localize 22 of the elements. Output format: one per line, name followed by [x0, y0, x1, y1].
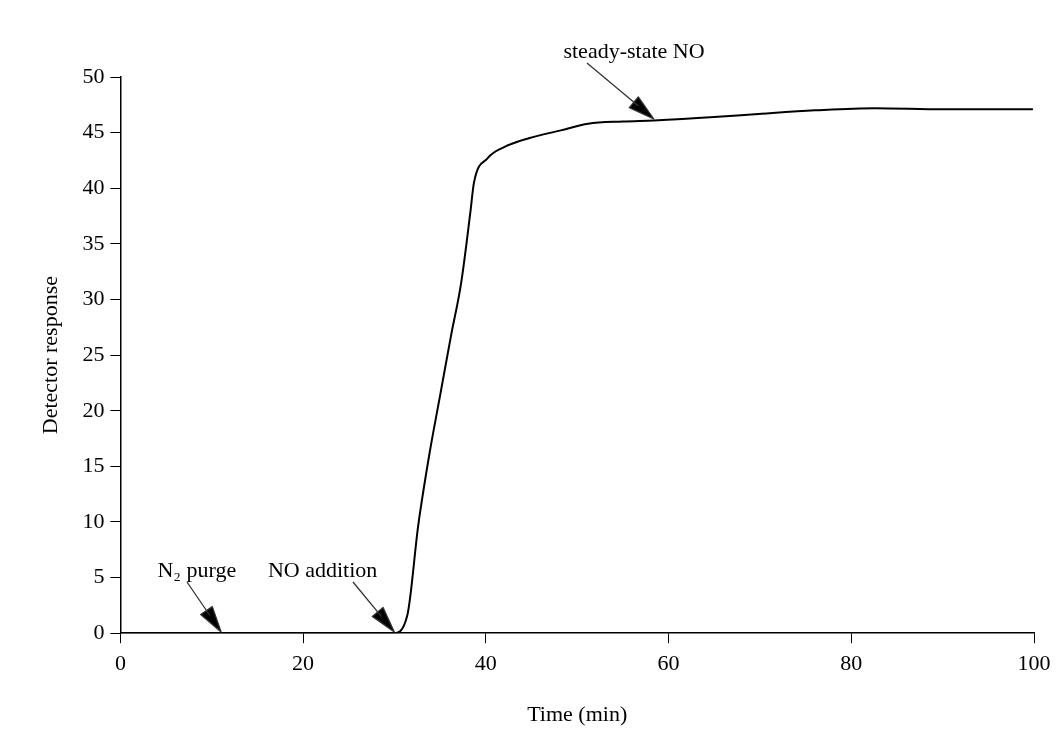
annotation: N₂ purge: [157, 557, 237, 583]
y-tick-label: 25: [82, 340, 105, 366]
y-tick-label: 0: [93, 618, 105, 644]
y-tick-label: 50: [82, 62, 105, 88]
y-tick-label: 10: [82, 507, 105, 533]
y-tick-label: 40: [82, 174, 105, 200]
y-tick-label: 15: [82, 452, 105, 478]
y-axis-title: Detector response: [36, 275, 62, 435]
x-tick-label: 40: [474, 650, 497, 676]
annotation: NO addition: [267, 557, 378, 583]
y-tick-label: 20: [82, 396, 105, 422]
y-tick-label: 45: [82, 118, 105, 144]
x-tick-label: 80: [840, 650, 863, 676]
y-tick-label: 5: [93, 563, 105, 589]
x-tick-label: 0: [114, 650, 126, 676]
annotation: steady-state NO: [563, 38, 705, 64]
x-axis-title: Time (min): [527, 700, 628, 726]
x-tick-label: 60: [657, 650, 680, 676]
x-tick-label: 20: [292, 650, 315, 676]
y-tick-label: 35: [82, 229, 105, 255]
y-tick-label: 30: [82, 285, 105, 311]
x-tick-label: 100: [1017, 650, 1051, 676]
